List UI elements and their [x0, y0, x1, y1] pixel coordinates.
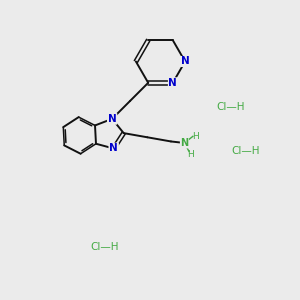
Text: N: N — [108, 114, 116, 124]
Text: H: H — [187, 151, 194, 160]
Text: N: N — [168, 78, 177, 88]
Text: H: H — [192, 132, 199, 141]
Text: Cl—H: Cl—H — [217, 101, 245, 112]
Text: N: N — [180, 138, 188, 148]
Text: Cl—H: Cl—H — [232, 146, 260, 157]
Text: N: N — [109, 143, 118, 154]
Text: Cl—H: Cl—H — [91, 242, 119, 253]
Text: N: N — [181, 56, 190, 67]
